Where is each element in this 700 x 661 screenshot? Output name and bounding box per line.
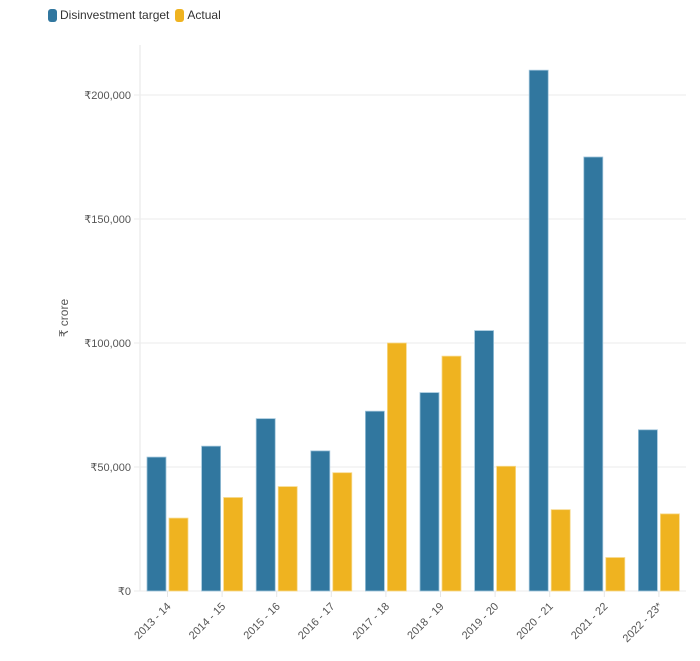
x-tick-label: 2013 - 14 <box>132 601 173 642</box>
x-axis: 2013 - 14 2014 - 15 2015 - 16 2016 - 17 2017… <box>132 591 666 645</box>
legend-swatch-target <box>48 8 57 22</box>
bar-target[interactable] <box>583 156 604 592</box>
bar-actual[interactable] <box>605 557 626 592</box>
legend-swatch-actual <box>175 8 185 22</box>
x-tick-label: 2018 - 19 <box>405 601 446 642</box>
bar-actual[interactable] <box>223 497 244 592</box>
bars <box>146 69 680 592</box>
bar-actual[interactable] <box>277 486 298 592</box>
bar-actual[interactable] <box>441 355 462 592</box>
legend: Disinvestment target Actual <box>48 8 227 22</box>
bar-target[interactable] <box>419 392 440 592</box>
x-tick-label: 2020 - 21 <box>514 601 555 642</box>
legend-item-target[interactable]: Disinvestment target <box>48 8 169 22</box>
x-tick-label: 2021 - 22 <box>569 601 610 642</box>
bar-target[interactable] <box>528 69 549 592</box>
bar-actual[interactable] <box>332 472 353 592</box>
y-axis: ₹0 ₹50,000 ₹100,000 ₹150,000 ₹200,000 <box>84 90 131 598</box>
bar-actual[interactable] <box>168 517 189 592</box>
y-tick-label: ₹200,000 <box>84 90 131 102</box>
bar-target[interactable] <box>201 445 222 592</box>
legend-item-actual[interactable]: Actual <box>175 8 221 22</box>
bar-target[interactable] <box>638 429 658 592</box>
bar-target[interactable] <box>255 418 276 592</box>
legend-label-actual: Actual <box>187 8 221 22</box>
y-tick-label: ₹150,000 <box>84 214 131 226</box>
legend-label-target: Disinvestment target <box>60 8 170 22</box>
bar-target[interactable] <box>146 456 167 592</box>
x-tick-label: 2017 - 18 <box>351 601 392 642</box>
y-axis-label: ₹ crore <box>57 299 71 338</box>
y-tick-label: ₹0 <box>118 586 131 598</box>
x-tick-label: 2015 - 16 <box>241 601 282 642</box>
x-tick-label: 2019 - 20 <box>460 601 501 642</box>
bar-actual[interactable] <box>496 465 517 592</box>
bar-target[interactable] <box>310 450 331 592</box>
x-tick-label: 2014 - 15 <box>187 601 228 642</box>
y-tick-label: ₹50,000 <box>90 462 131 474</box>
bar-target[interactable] <box>364 410 385 592</box>
bar-target[interactable] <box>474 330 495 592</box>
x-tick-label: 2016 - 17 <box>296 601 337 642</box>
bar-actual[interactable] <box>660 513 680 592</box>
y-tick-label: ₹100,000 <box>84 338 131 350</box>
x-tick-label: 2022 - 23* <box>621 600 666 645</box>
bar-actual[interactable] <box>550 509 571 592</box>
bar-actual[interactable] <box>386 342 407 592</box>
